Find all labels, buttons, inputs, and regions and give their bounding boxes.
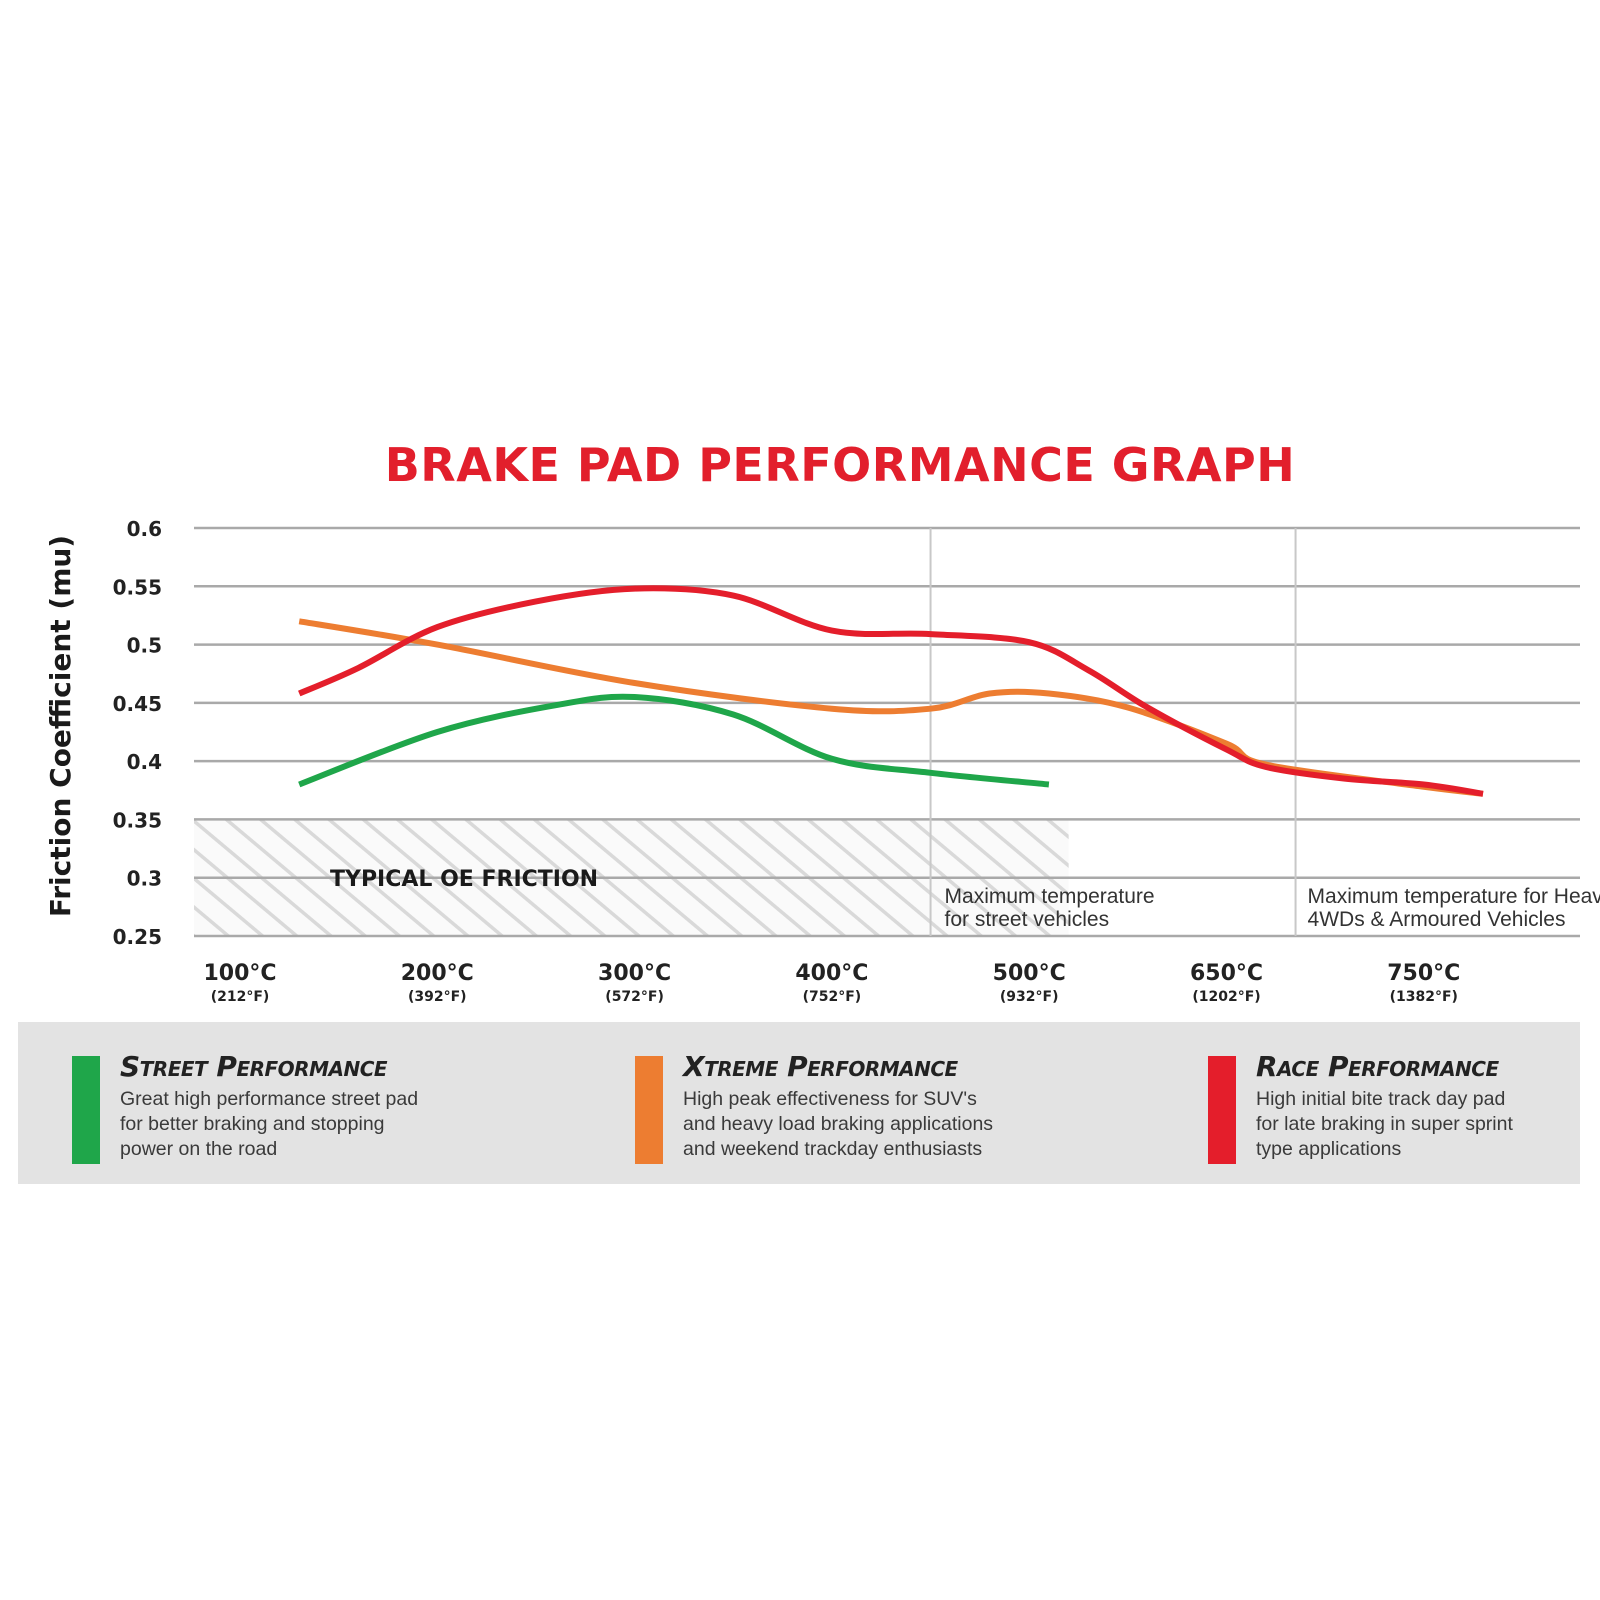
legend-desc-line: type applications [1256,1138,1402,1160]
y-tick-label: 0.6 [127,517,162,541]
legend-swatch-street [72,1056,100,1164]
legend-desc-line: for late braking in super sprint [1256,1113,1513,1135]
legend-swatch-xtreme [635,1056,663,1164]
legend-desc-line: High peak effectiveness for SUV's [683,1088,977,1110]
x-tick-sublabel: (1202°F) [1192,989,1260,1005]
y-tick-label: 0.35 [113,808,162,832]
series-line-street [298,693,1050,788]
legend-name-race: Race Performance [1256,1050,1499,1083]
y-axis-title: Friction Coefficient (mu) [44,535,77,917]
y-tick-label: 0.55 [113,575,162,599]
heavy-max-label: Maximum temperature for Heavy towing, [1308,885,1600,908]
legend-name-street: Street Performance [120,1050,388,1083]
x-tick-label: 500°C [993,961,1066,986]
legend-desc-street: Great high performance street pad for be… [120,1087,540,1162]
legend-desc-xtreme: High peak effectiveness for SUV's and he… [683,1087,1103,1162]
x-tick-label: 750°C [1387,961,1460,986]
y-tick-label: 0.4 [127,750,162,774]
legend-swatch-race [1208,1056,1236,1164]
x-tick-label: 100°C [203,961,276,986]
legend-desc-line: and heavy load braking applications [683,1113,994,1135]
legend-desc-line: Great high performance street pad [120,1088,419,1110]
chart-title: BRAKE PAD PERFORMANCE GRAPH [384,438,1296,492]
legend-name-xtreme: Xtreme Performance [683,1050,958,1083]
x-tick-label: 200°C [401,961,474,986]
x-tick-sublabel: (572°F) [605,989,664,1005]
y-tick-label: 0.5 [127,634,162,658]
street-max-label: for street vehicles [945,908,1110,931]
x-tick-label: 300°C [598,961,671,986]
x-tick-sublabel: (212°F) [211,989,270,1005]
x-tick-label: 400°C [795,961,868,986]
x-tick-sublabel: (1382°F) [1390,989,1458,1005]
legend-desc-line: for better braking and stopping [120,1113,385,1135]
x-tick-sublabel: (392°F) [408,989,467,1005]
y-tick-label: 0.3 [127,867,162,891]
legend-desc-line: High initial bite track day pad [1256,1088,1506,1110]
legend-desc-line: power on the road [120,1138,278,1160]
x-tick-sublabel: (752°F) [803,989,862,1005]
x-tick-label: 650°C [1190,961,1263,986]
series-line-race [298,585,1484,797]
x-tick-sublabel: (932°F) [1000,989,1059,1005]
heavy-max-label: 4WDs & Armoured Vehicles [1308,908,1566,931]
legend-desc-line: and weekend trackday enthusiasts [683,1138,983,1160]
legend-desc-race: High initial bite track day pad for late… [1256,1087,1600,1162]
y-tick-label: 0.25 [113,925,162,949]
y-tick-label: 0.45 [113,692,162,716]
typical-oe-label: TYPICAL OE FRICTION [330,867,598,892]
legend: Street Performance Great high performanc… [18,1022,1580,1184]
street-max-label: Maximum temperature [945,885,1155,908]
